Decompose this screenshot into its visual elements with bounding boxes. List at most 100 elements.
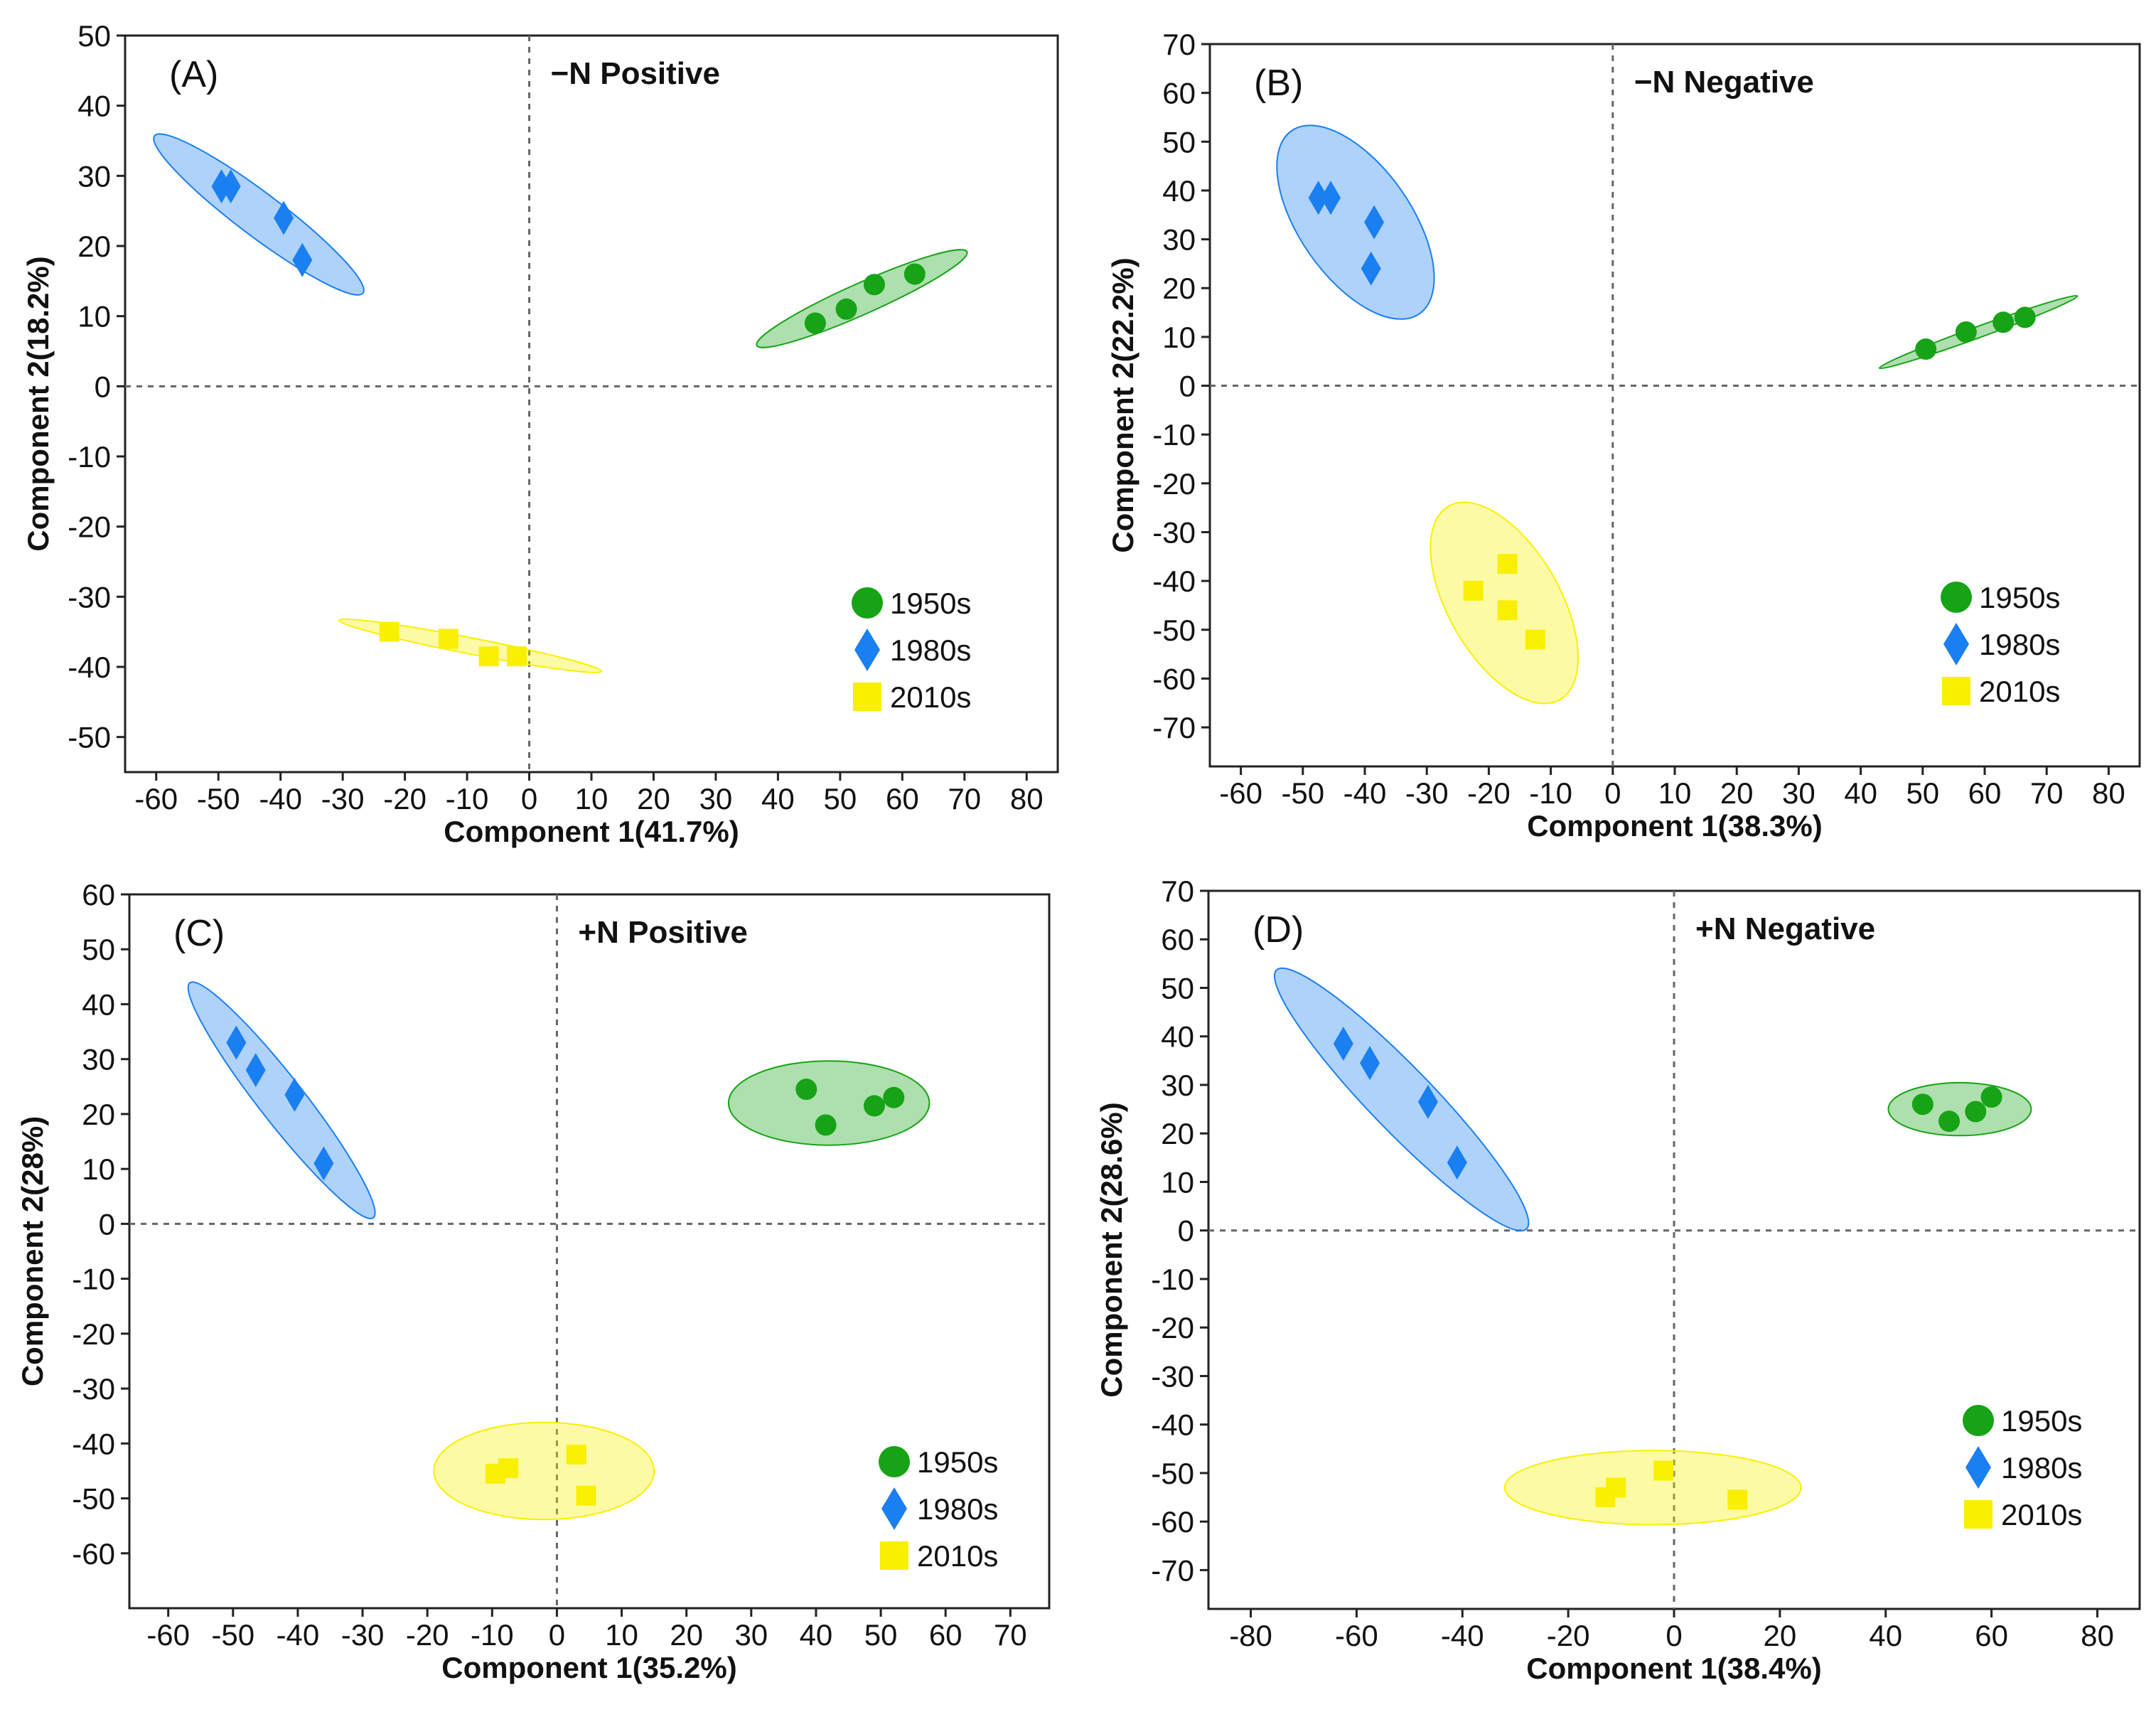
panel-title: +N Positive: [578, 915, 747, 950]
x-tick-label: -30: [341, 1618, 385, 1652]
point-2010s: [1727, 1489, 1748, 1510]
y-tick-label: -20: [1152, 467, 1196, 501]
x-tick-label: 50: [824, 782, 857, 815]
x-tick-label: 40: [1869, 1619, 1902, 1652]
y-tick-label: 0: [1179, 370, 1196, 403]
y-tick-label: -40: [1151, 1408, 1194, 1442]
y-tick-label: 10: [82, 1152, 115, 1186]
y-tick-label: 50: [82, 933, 115, 966]
y-tick-label: 70: [1162, 28, 1196, 61]
y-tick-label: -70: [1151, 1553, 1194, 1587]
x-tick-label: 40: [761, 782, 795, 815]
panel-b: -60 -50 -40 -30 -20 -10 0 10 20 30 40 50 60 70 80 70 60 5…: [1106, 28, 2141, 842]
x-tick-label: 70: [2030, 776, 2064, 810]
y-tick-label: -50: [1152, 614, 1196, 647]
legend-label-2010s: 2010s: [917, 1539, 998, 1573]
x-tick-label: -40: [277, 1618, 320, 1652]
point-1950s: [1938, 1111, 1961, 1133]
y-tick-label: -30: [1152, 515, 1196, 549]
y-tick-label: 60: [1161, 923, 1194, 956]
y-tick-label: 10: [1161, 1165, 1194, 1199]
legend-label-1950s: 1950s: [1979, 581, 2060, 614]
point-2010s: [478, 646, 499, 667]
point-1950s: [1911, 1093, 1934, 1116]
legend-label-2010s: 2010s: [890, 680, 971, 714]
point-1950s: [804, 312, 826, 334]
x-tick-label: 60: [1968, 776, 2002, 810]
y-tick-label: 60: [1162, 77, 1196, 110]
y-tick-label: 60: [82, 878, 115, 911]
y-tick-label: -70: [1152, 711, 1196, 744]
point-1950s: [863, 274, 885, 296]
y-tick-label: -50: [72, 1482, 115, 1516]
legend-marker-1980s: [1965, 1446, 1991, 1489]
x-tick-label: 40: [1844, 776, 1877, 810]
x-tick-label: -60: [134, 782, 178, 815]
x-tick-label: -40: [259, 782, 302, 815]
y-tick-label: -10: [1151, 1263, 1194, 1296]
point-1980s: [313, 1146, 334, 1181]
x-tick-label: -50: [1281, 776, 1324, 810]
y-tick-label: -20: [68, 510, 111, 544]
point-1950s: [2014, 306, 2036, 328]
legend: 1950s 1980s 2010s: [1941, 581, 2060, 708]
y-tick-label: 30: [82, 1043, 115, 1076]
y-tick-label: -10: [68, 440, 111, 474]
x-tick-label: -10: [1529, 776, 1572, 810]
x-tick-label: -60: [1219, 776, 1262, 810]
point-1980s: [226, 1025, 247, 1060]
x-axis-label: Component 1(41.7%): [444, 815, 739, 848]
y-tick-label: 20: [82, 1098, 115, 1131]
legend: 1950s 1980s 2010s: [852, 587, 971, 714]
point-1950s: [1980, 1086, 2002, 1108]
legend-label-1980s: 1980s: [1979, 628, 2060, 661]
legend-marker-2010s: [1942, 677, 1970, 705]
x-tick-label: 80: [1010, 782, 1044, 815]
point-2010s: [566, 1444, 586, 1465]
point-2010s: [1497, 600, 1518, 621]
y-tick-label: 20: [77, 230, 111, 263]
x-tick-label: 50: [1906, 776, 1939, 810]
x-tick-label: 80: [2081, 1619, 2114, 1652]
point-1980s: [1417, 1084, 1438, 1119]
panel-label: (D): [1253, 909, 1304, 951]
x-tick-label: 0: [1604, 776, 1621, 810]
plot-frame: [124, 34, 1059, 774]
legend-label-1950s: 1950s: [917, 1445, 998, 1479]
x-tick-label: 20: [1764, 1619, 1797, 1652]
point-2010s: [438, 628, 458, 649]
legend-label-1980s: 1980s: [917, 1492, 998, 1526]
point-1980s: [1447, 1145, 1467, 1180]
point-1950s: [863, 1095, 885, 1117]
point-1980s: [1361, 251, 1381, 286]
y-tick-label: 40: [77, 90, 111, 123]
y-tick-label: -50: [1151, 1457, 1194, 1490]
y-tick-label: 40: [1161, 1020, 1194, 1054]
point-2010s: [507, 646, 527, 667]
legend-marker-1950s: [1941, 582, 1972, 613]
legend: 1950s 1980s 2010s: [879, 1445, 998, 1573]
point-1980s: [292, 242, 313, 277]
legend-label-1950s: 1950s: [2001, 1404, 2082, 1438]
x-tick-label: 80: [2092, 776, 2125, 810]
x-tick-label: 30: [734, 1618, 768, 1652]
plot-frame: [1208, 43, 2141, 768]
x-tick-label: 20: [637, 782, 670, 815]
point-1950s: [815, 1114, 837, 1136]
confidence-ellipse-1980s: [1276, 124, 1435, 320]
y-tick-label: 0: [95, 370, 111, 403]
point-2010s: [576, 1485, 596, 1506]
point-1980s: [274, 200, 294, 235]
legend-label-1980s: 1980s: [2001, 1451, 2082, 1484]
panel-c: -60 -50 -40 -30 -20 -10 0 10 20 30 40 50 60 70 60 50 40 3…: [16, 878, 1051, 1684]
point-2010s: [1653, 1460, 1674, 1481]
y-tick-label: 10: [77, 300, 111, 333]
x-tick-label: 30: [1782, 776, 1816, 810]
legend-marker-2010s: [880, 1541, 908, 1570]
point-2010s: [1606, 1477, 1626, 1498]
x-tick-label: 0: [1666, 1619, 1682, 1652]
panel-title: −N Positive: [551, 56, 720, 91]
point-1950s: [1915, 338, 1937, 360]
x-tick-label: 30: [699, 782, 733, 815]
x-tick-label: -20: [406, 1618, 449, 1652]
